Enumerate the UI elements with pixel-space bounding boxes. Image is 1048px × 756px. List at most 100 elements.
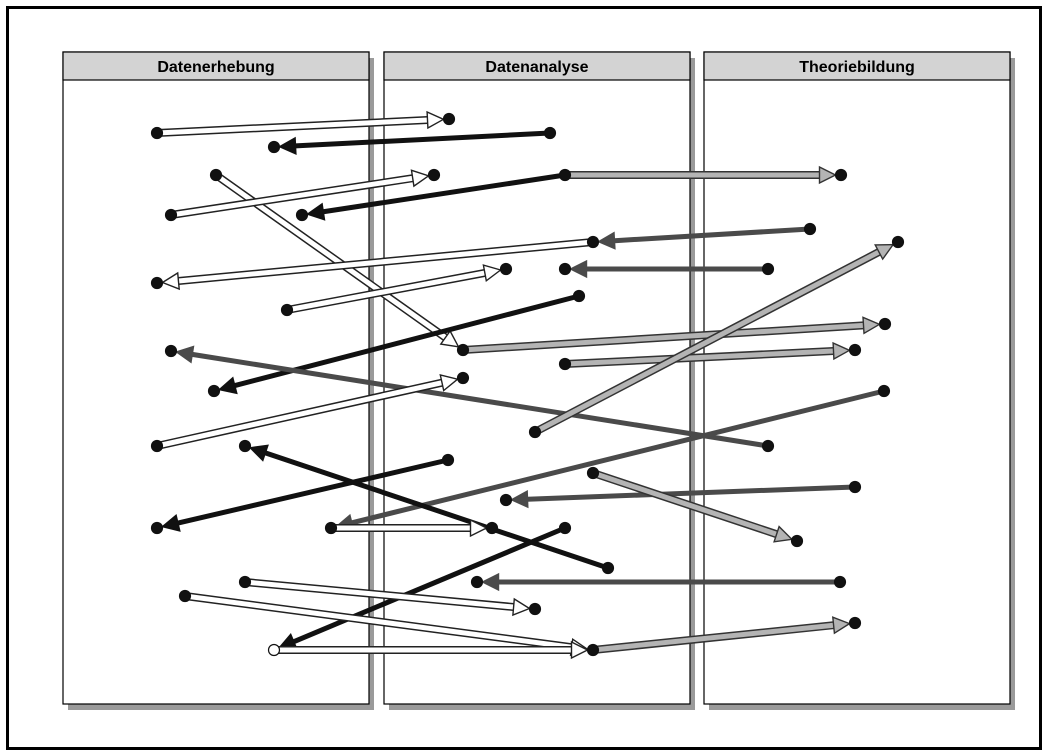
arrow <box>174 345 769 449</box>
arrowhead <box>596 231 616 250</box>
arrow <box>591 469 794 543</box>
endpoint-dot <box>238 575 252 589</box>
arrowhead <box>832 341 852 361</box>
arrowhead <box>480 572 500 592</box>
arrow <box>160 238 594 291</box>
arrowhead <box>469 518 489 538</box>
endpoint-dot <box>572 289 586 303</box>
arrow-shaft <box>156 117 428 136</box>
endpoint-dot <box>558 168 572 182</box>
arrow <box>509 484 856 509</box>
column-datenerhebung <box>62 51 370 705</box>
endpoint-dot <box>586 235 600 249</box>
endpoint-dot <box>848 480 862 494</box>
endpoint-dot <box>833 575 847 589</box>
endpoint-dot <box>150 126 164 140</box>
arrowhead <box>426 110 446 130</box>
arrow-shaft <box>244 579 514 610</box>
arrow-shaft <box>462 322 864 353</box>
endpoint-dot <box>470 575 484 589</box>
endpoint-dot <box>761 439 775 453</box>
arrowhead <box>277 136 297 155</box>
endpoint-dot <box>150 276 164 290</box>
arrow <box>565 165 838 185</box>
endpoint-dot <box>834 168 848 182</box>
endpoint-dot <box>238 439 252 453</box>
endpoint-dot <box>499 493 513 507</box>
column-title-datenerhebung: Datenerhebung <box>157 59 274 76</box>
endpoint-dot <box>878 317 892 331</box>
endpoint-dot <box>601 561 615 575</box>
arrowhead <box>410 169 431 188</box>
arrowhead <box>160 271 181 291</box>
arrow-shaft <box>592 470 778 537</box>
endpoint-dot <box>528 602 542 616</box>
arrowhead <box>512 597 532 617</box>
arrowhead <box>439 329 460 348</box>
arrow-layer <box>150 110 905 660</box>
endpoint-dot <box>485 521 499 535</box>
endpoint-dot <box>427 168 441 182</box>
endpoint-dot <box>848 343 862 357</box>
column-header <box>62 51 370 81</box>
endpoint-dot <box>586 643 600 657</box>
arrowhead <box>568 259 588 279</box>
arrowhead <box>305 202 326 221</box>
arrow <box>592 616 852 654</box>
arrowhead <box>174 345 195 364</box>
arrow <box>480 572 840 592</box>
arrowhead <box>217 376 238 395</box>
column-title-datenanalyse: Datenanalyse <box>485 59 588 76</box>
arrow-shaft <box>264 450 609 571</box>
arrow-shaft <box>286 270 486 313</box>
arrow <box>568 259 768 279</box>
column-theoriebildung <box>703 51 1011 705</box>
arrow-shaft <box>527 484 856 502</box>
arrow <box>533 243 895 436</box>
endpoint-dot <box>528 425 542 439</box>
arrow-shaft <box>614 226 811 244</box>
arrow-shaft <box>564 348 834 367</box>
endpoint-dot <box>150 521 164 535</box>
arrowhead <box>439 373 460 392</box>
endpoint-dot <box>891 235 905 249</box>
arrow <box>286 264 503 314</box>
arrow-shaft <box>184 593 573 650</box>
arrow-shaft <box>295 130 551 149</box>
endpoint-dot <box>207 384 221 398</box>
arrow-shaft <box>177 457 449 526</box>
endpoint-dot <box>543 126 557 140</box>
endpoint-dot <box>441 453 455 467</box>
arrow-shaft <box>178 239 594 284</box>
endpoint-dot <box>456 371 470 385</box>
arrow-shaft <box>170 175 414 218</box>
arrow-shaft <box>156 380 443 449</box>
arrow-shaft <box>592 622 834 653</box>
endpoint-dot <box>558 262 572 276</box>
endpoint-dot <box>267 140 281 154</box>
hollow-endpoint-dot <box>267 643 281 657</box>
arrow <box>331 518 489 538</box>
arrow-shaft <box>292 525 566 644</box>
column-header <box>703 51 1011 81</box>
arrow <box>170 169 431 219</box>
endpoint-dot <box>558 357 572 371</box>
endpoint-dot <box>295 208 309 222</box>
endpoint-dot <box>164 208 178 222</box>
endpoint-dot <box>324 521 338 535</box>
arrow <box>160 457 449 532</box>
arrowhead <box>773 525 794 543</box>
column-title-theoriebildung: Theoriebildung <box>799 59 915 76</box>
arrowhead <box>482 264 503 283</box>
arrowhead <box>831 616 852 635</box>
arrow <box>156 110 446 137</box>
endpoint-dot <box>150 439 164 453</box>
arrowhead <box>160 514 181 532</box>
arrow-shaft <box>533 249 881 435</box>
arrowhead <box>509 490 529 509</box>
arrow-shaft <box>191 351 769 449</box>
endpoint-dot <box>790 534 804 548</box>
endpoint-dot <box>442 112 456 126</box>
arrow <box>274 640 590 660</box>
